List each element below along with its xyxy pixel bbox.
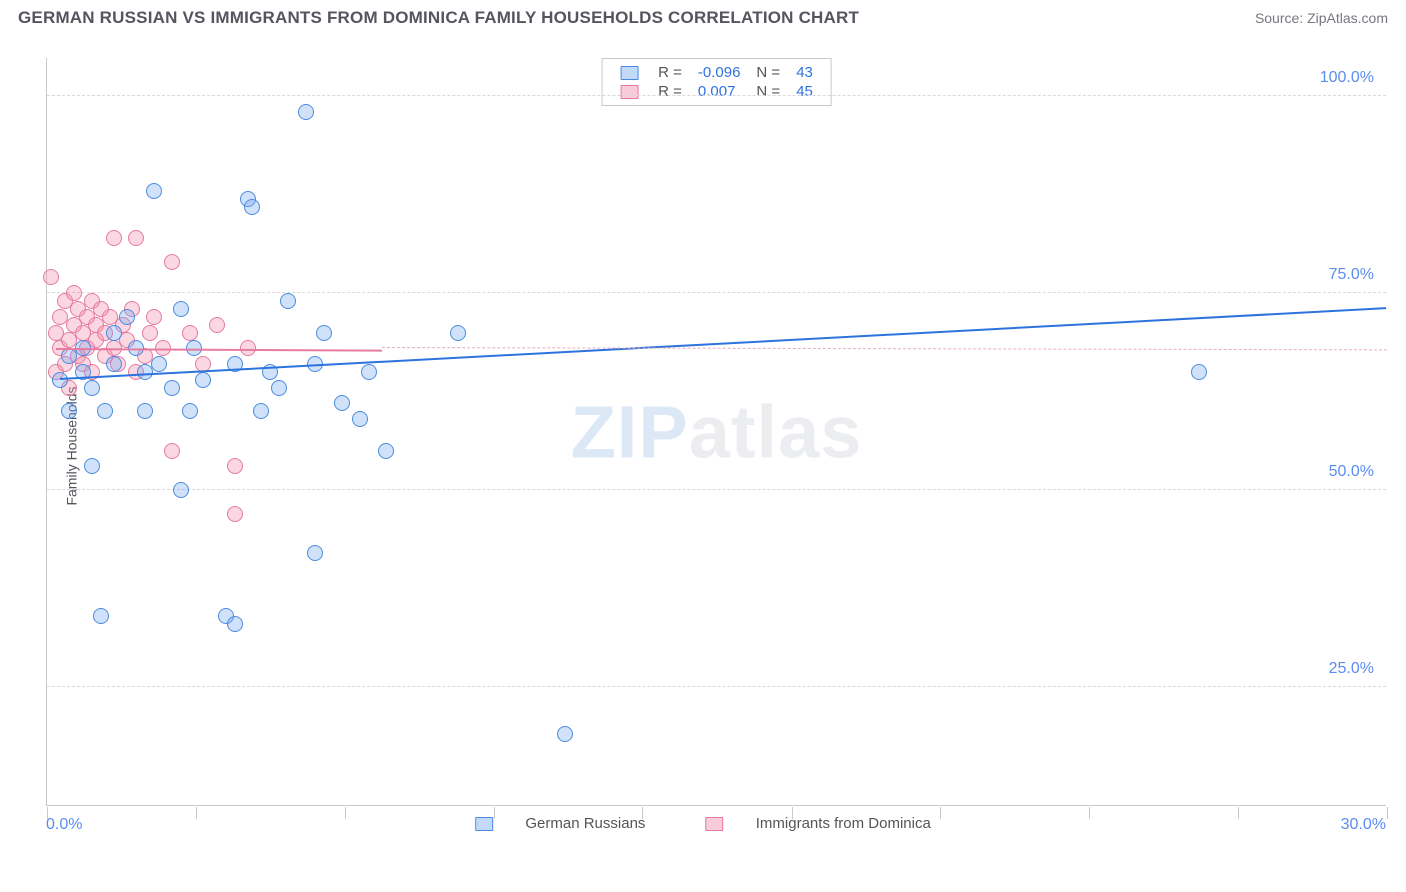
source-label: Source: ZipAtlas.com (1255, 10, 1388, 26)
data-point (253, 403, 269, 419)
data-point (128, 230, 144, 246)
watermark: ZIPatlas (571, 389, 863, 474)
y-tick-label: 100.0% (1320, 69, 1374, 87)
data-point (84, 380, 100, 396)
data-point (164, 380, 180, 396)
x-tick (1387, 807, 1388, 819)
data-point (244, 199, 260, 215)
data-point (106, 325, 122, 341)
data-point (66, 285, 82, 301)
data-point (361, 364, 377, 380)
trend-line (382, 347, 1387, 350)
data-point (298, 104, 314, 120)
swatch-blue-icon (475, 817, 493, 831)
trend-line (60, 307, 1387, 380)
y-tick-label: 25.0% (1329, 660, 1374, 678)
data-point (227, 458, 243, 474)
data-point (195, 372, 211, 388)
data-point (146, 309, 162, 325)
x-tick (1238, 807, 1239, 819)
data-point (173, 482, 189, 498)
data-point (97, 403, 113, 419)
gridline (47, 686, 1386, 687)
data-point (334, 395, 350, 411)
data-point (119, 309, 135, 325)
data-point (280, 293, 296, 309)
correlation-legend: R =-0.096 N =43 R =0.007 N =45 (601, 58, 832, 106)
data-point (450, 325, 466, 341)
y-tick-label: 50.0% (1329, 463, 1374, 481)
gridline (47, 95, 1386, 96)
swatch-pink-icon (706, 817, 724, 831)
data-point (137, 403, 153, 419)
x-tick (196, 807, 197, 819)
data-point (557, 726, 573, 742)
data-point (378, 443, 394, 459)
data-point (93, 608, 109, 624)
data-point (227, 506, 243, 522)
x-min-label: 0.0% (46, 816, 82, 834)
x-max-label: 30.0% (1341, 816, 1386, 834)
data-point (106, 356, 122, 372)
data-point (182, 325, 198, 341)
data-point (1191, 364, 1207, 380)
data-point (164, 443, 180, 459)
scatter-chart: ZIPatlas R =-0.096 N =43 R =0.007 N =45 … (46, 58, 1386, 806)
data-point (151, 356, 167, 372)
x-tick (1089, 807, 1090, 819)
data-point (227, 616, 243, 632)
data-point (146, 183, 162, 199)
data-point (84, 458, 100, 474)
data-point (106, 230, 122, 246)
x-tick (345, 807, 346, 819)
data-point (164, 254, 180, 270)
y-tick-label: 75.0% (1329, 266, 1374, 284)
swatch-blue-icon (620, 66, 638, 80)
data-point (173, 301, 189, 317)
series-legend: German Russians Immigrants from Dominica (447, 815, 959, 832)
data-point (271, 380, 287, 396)
swatch-pink-icon (620, 85, 638, 99)
chart-title: GERMAN RUSSIAN VS IMMIGRANTS FROM DOMINI… (18, 8, 859, 28)
gridline (47, 489, 1386, 490)
data-point (307, 545, 323, 561)
data-point (142, 325, 158, 341)
data-point (209, 317, 225, 333)
data-point (43, 269, 59, 285)
data-point (316, 325, 332, 341)
data-point (182, 403, 198, 419)
gridline (47, 292, 1386, 293)
data-point (61, 403, 77, 419)
data-point (352, 411, 368, 427)
